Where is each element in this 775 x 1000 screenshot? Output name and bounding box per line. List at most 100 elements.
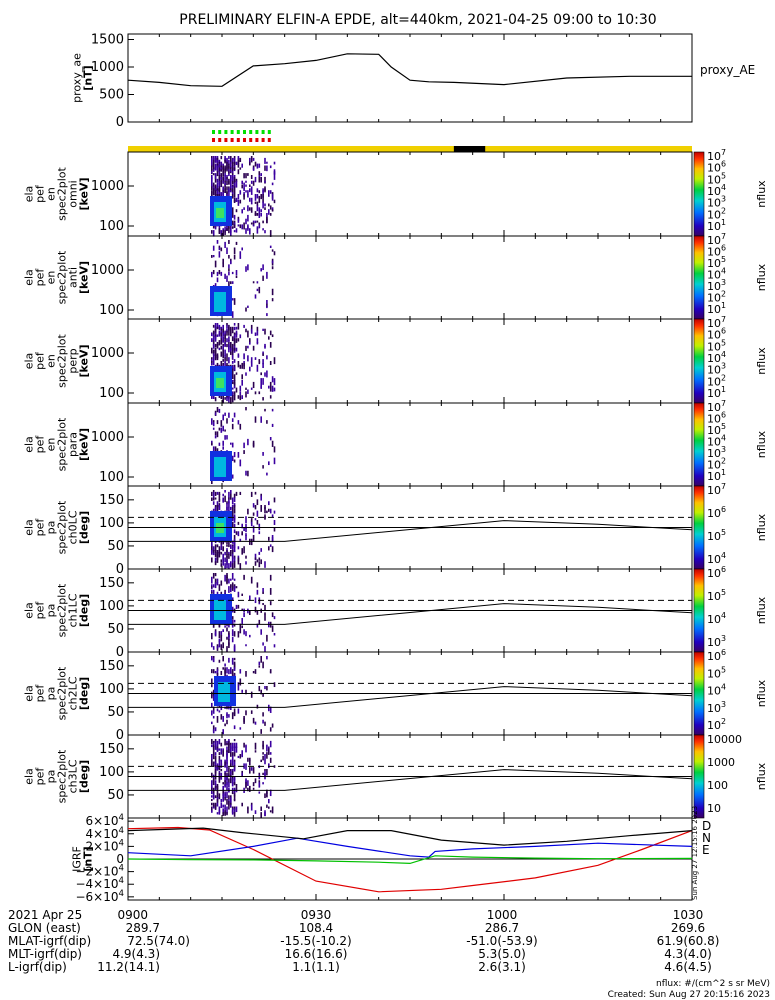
pa_ch3-cell xyxy=(216,793,219,796)
pa_ch0-cell xyxy=(226,550,228,555)
spec_omni-cell xyxy=(233,224,236,228)
pa_ch0-ylabel-line: ela xyxy=(23,519,36,536)
spec_omni-cell xyxy=(241,209,243,214)
pa_ch0-cell xyxy=(273,527,276,532)
pa_ch1-colorbar xyxy=(693,568,705,653)
grf-ylabel: IGRF[nT] xyxy=(71,846,95,872)
spec_perp-cell xyxy=(216,323,219,328)
pa_ch1-cell xyxy=(211,642,213,648)
spec_perp-cell xyxy=(250,328,253,334)
spec_perp-cell xyxy=(271,376,274,383)
spec_omni-cell xyxy=(239,157,242,162)
pa_ch0-cell xyxy=(271,536,274,543)
pa_ch3-cell xyxy=(264,812,266,817)
spec_perp-cell xyxy=(224,343,226,347)
spec_omni-cell xyxy=(266,213,268,220)
spec_perp-cell xyxy=(245,372,247,376)
pa_ch1-cell xyxy=(271,612,274,618)
pa_ch0-cell xyxy=(226,555,228,562)
pa_ch0-cell xyxy=(228,506,230,513)
spec_omni-cell xyxy=(243,222,245,230)
spec_omni-cell xyxy=(245,190,247,193)
pa_ch0-cell xyxy=(256,510,259,517)
pa_ch2-ylabel-line: pa xyxy=(45,687,58,701)
spec_omni-cell xyxy=(230,184,232,188)
pa_ch3-cell xyxy=(214,785,217,789)
pa_ch3-cell xyxy=(220,763,223,768)
pa_ch3-cell xyxy=(228,767,230,773)
pa_ch3-cell xyxy=(216,795,219,799)
pa_ch3-cell xyxy=(268,746,270,750)
spec_omni-cell xyxy=(245,184,247,187)
spec_perp-cell xyxy=(235,332,238,338)
pa_ch2-cell xyxy=(237,708,240,714)
spec_omni-cell xyxy=(262,201,264,209)
pa_ch1-cell xyxy=(231,623,234,628)
spec_omni-cell xyxy=(250,175,253,180)
pa_ch3-cell xyxy=(249,767,251,774)
pa_ch2-cb-label: nflux xyxy=(755,679,768,707)
spec_omni-cell xyxy=(214,178,217,183)
spec_perp-cell xyxy=(231,387,234,390)
spec_anti-cell xyxy=(266,313,268,317)
spec_perp-cell xyxy=(218,332,221,335)
pa_ch3-cell xyxy=(224,739,226,746)
pa_ch0-cell xyxy=(231,497,234,505)
pa_ch0-cell xyxy=(273,497,276,503)
pa_ch0-ylabel-line: pef xyxy=(34,518,47,537)
spec_perp-cell xyxy=(262,351,264,355)
spec_perp-cell xyxy=(230,326,232,331)
pa_ch2-cell xyxy=(230,706,232,710)
pa_ch3-cell xyxy=(226,761,228,768)
pa_ch0-cell xyxy=(226,544,228,547)
pa_ch3-cell xyxy=(264,793,266,799)
pa_ch0-cell xyxy=(228,551,230,555)
spec_para-cell xyxy=(264,408,266,412)
spec_anti-cb-tick: 104 xyxy=(707,267,726,282)
spec_anti-cell xyxy=(231,281,234,284)
pa_ch0-cell xyxy=(231,512,234,518)
spec_perp-cell xyxy=(243,362,245,370)
pa_ch1-cell xyxy=(211,576,213,584)
spec_para-cell xyxy=(211,480,213,485)
spec_anti-core-mid xyxy=(214,292,226,312)
pa_ch3-cell xyxy=(224,804,226,807)
spec_anti-cell xyxy=(235,241,238,245)
spec_omni-cell xyxy=(262,220,264,224)
pa_ch3-cell xyxy=(230,761,232,765)
spec_anti-cell xyxy=(230,281,232,285)
pa_ch1-ylabel-line: pa xyxy=(45,604,58,618)
spec_anti-cell xyxy=(266,303,268,308)
pa_ch1-lc-line xyxy=(128,603,693,625)
pa_ch2-cell xyxy=(266,656,268,660)
pa_ch3-ylabel-line: pa xyxy=(45,770,58,784)
pa_ch0-ytick: 50 xyxy=(107,539,124,554)
spec_omni-cell xyxy=(224,182,226,186)
pa_ch0-cell xyxy=(233,542,236,548)
pa_ch0-cell xyxy=(231,546,234,551)
spec_omni-cell xyxy=(228,190,230,197)
pa_ch0-cell xyxy=(258,523,261,531)
pa_ch2-cell xyxy=(230,667,232,674)
pa_ch1-cell xyxy=(264,604,266,611)
spec_omni-cell xyxy=(247,190,249,195)
pa_ch0-cell xyxy=(224,551,226,556)
pa_ch0-cell xyxy=(216,501,219,508)
spec_perp-cell xyxy=(224,355,226,358)
pa_ch0-cell xyxy=(233,550,236,553)
spec_perp-cell xyxy=(256,338,259,344)
pa_ch0-cell xyxy=(212,491,215,496)
spec_perp-cell xyxy=(254,332,257,336)
pa_ch0-cell xyxy=(254,561,257,566)
spec_anti-cb-tick: 105 xyxy=(707,255,726,270)
spec_omni-cell xyxy=(262,194,264,198)
spec_perp-cell xyxy=(226,338,228,343)
spec_omni-cell xyxy=(216,165,219,173)
spec_omni-cell xyxy=(266,161,268,164)
spec_perp-cell xyxy=(212,361,215,366)
pa_ch2-cell xyxy=(254,721,257,725)
spec_perp-cell xyxy=(211,347,213,354)
pa_ch3-cell xyxy=(245,746,247,753)
spec_anti-cell xyxy=(239,256,242,259)
